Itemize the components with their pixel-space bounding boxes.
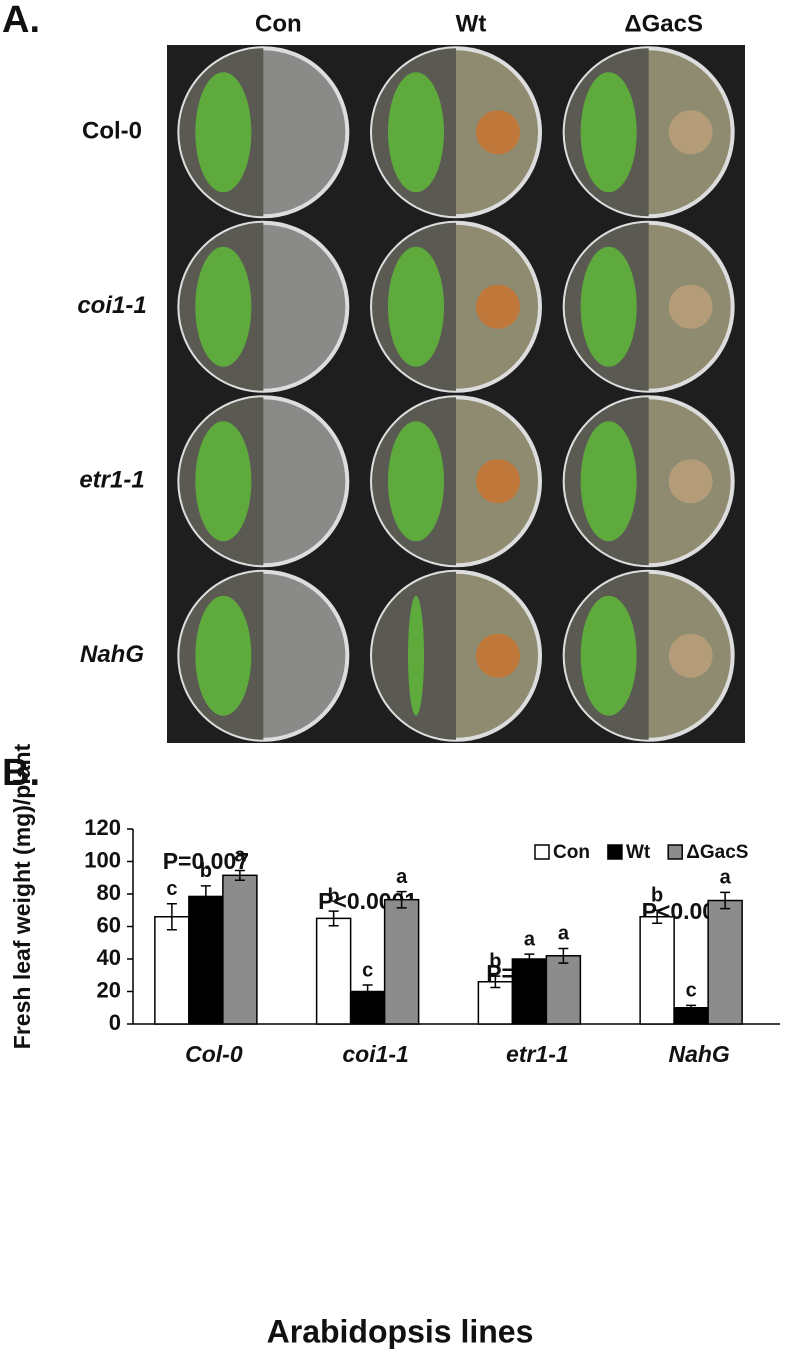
significance-letter: b xyxy=(489,950,501,972)
error-bar xyxy=(490,975,501,989)
colony xyxy=(668,459,713,504)
error-bar xyxy=(652,909,663,924)
colony xyxy=(476,284,520,329)
panel-label: B. xyxy=(2,752,40,794)
plant xyxy=(195,72,252,193)
plant xyxy=(388,421,444,542)
error-bar xyxy=(328,910,339,927)
legend-label: Wt xyxy=(626,842,651,863)
bar xyxy=(639,916,675,1025)
column-label: Wt xyxy=(456,10,487,37)
plant xyxy=(580,421,637,542)
plant xyxy=(580,246,637,367)
colony xyxy=(668,284,713,329)
plant xyxy=(195,595,252,716)
row-label: NahG xyxy=(80,641,144,668)
significance-letter: a xyxy=(234,845,246,867)
panel-label: A. xyxy=(2,0,40,41)
plant xyxy=(195,421,252,542)
y-tick-label: 0 xyxy=(109,1010,121,1035)
bar xyxy=(545,955,582,1025)
significance-letter: a xyxy=(396,866,408,888)
x-tick-label: Col-0 xyxy=(185,1041,243,1067)
bar xyxy=(477,981,514,1025)
significance-letter: c xyxy=(362,959,373,981)
significance-letter: a xyxy=(720,867,732,889)
significance-letter: b xyxy=(200,860,212,882)
bar xyxy=(222,874,258,1025)
error-bar xyxy=(396,890,407,909)
x-tick-label: etr1-1 xyxy=(506,1041,569,1067)
legend-label: ΔGacS xyxy=(686,842,748,863)
column-label: Con xyxy=(255,10,302,37)
y-tick-label: 20 xyxy=(97,977,121,1002)
significance-letter: c xyxy=(166,878,177,900)
plant xyxy=(388,72,444,193)
colony xyxy=(476,459,520,504)
colony xyxy=(668,110,713,155)
x-tick-label: coi1-1 xyxy=(342,1041,408,1067)
plant xyxy=(580,72,637,193)
bar xyxy=(188,895,224,1025)
x-axis-label: Arabidopsis lines xyxy=(267,1313,534,1349)
column-label: ΔGacS xyxy=(624,10,703,37)
legend-swatch xyxy=(667,844,683,860)
error-bar xyxy=(524,953,535,965)
colony xyxy=(476,633,520,678)
error-bar xyxy=(362,984,373,999)
legend-label: Con xyxy=(553,842,590,863)
row-label: Col-0 xyxy=(82,118,142,145)
colony xyxy=(668,633,713,678)
bar xyxy=(383,898,420,1025)
plant xyxy=(580,595,637,716)
bar xyxy=(154,916,190,1025)
legend-swatch xyxy=(607,844,623,860)
error-bar xyxy=(720,891,731,910)
x-tick-label: NahG xyxy=(668,1041,729,1067)
legend-swatch xyxy=(534,844,550,860)
colony xyxy=(476,110,520,155)
significance-letter: c xyxy=(686,980,697,1002)
significance-letter: b xyxy=(328,885,340,907)
plant xyxy=(408,595,424,716)
error-bar xyxy=(686,1004,697,1011)
y-tick-label: 40 xyxy=(97,945,121,970)
row-label: coi1-1 xyxy=(77,292,146,319)
significance-letter: a xyxy=(558,923,570,945)
annotation: P=0.007 xyxy=(163,848,249,874)
significance-letter: a xyxy=(524,928,536,950)
bar xyxy=(511,958,548,1025)
plant xyxy=(195,246,252,367)
error-bar xyxy=(166,903,177,931)
y-tick-label: 120 xyxy=(84,815,121,840)
bar xyxy=(315,917,352,1025)
y-tick-label: 80 xyxy=(97,880,121,905)
error-bar xyxy=(558,947,569,964)
error-bar xyxy=(234,869,245,881)
row-label: etr1-1 xyxy=(79,467,144,494)
bar xyxy=(707,899,743,1025)
significance-letter: b xyxy=(651,885,663,907)
y-tick-label: 100 xyxy=(84,847,121,872)
y-tick-label: 60 xyxy=(97,912,121,937)
plant xyxy=(388,246,444,367)
y-axis-label: Fresh leaf weight (mg)/plant xyxy=(9,743,35,1049)
error-bar xyxy=(200,885,211,908)
